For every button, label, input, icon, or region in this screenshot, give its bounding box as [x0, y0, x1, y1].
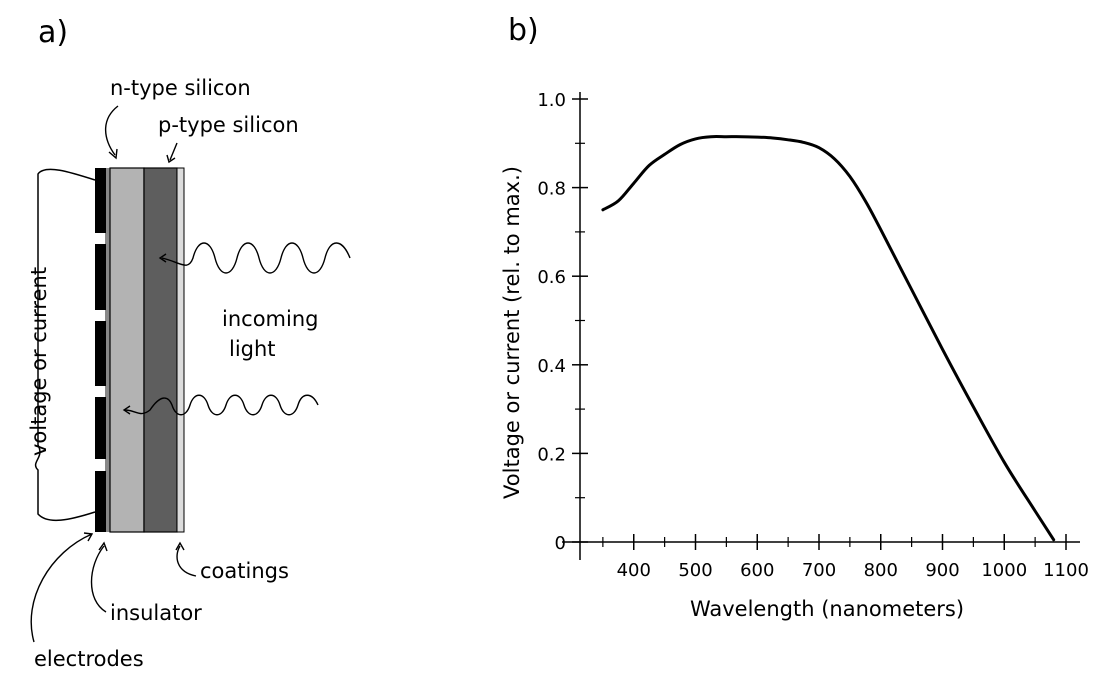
y-tick-label: 0.4 — [537, 356, 566, 377]
x-tick-label: 800 — [864, 560, 898, 581]
voltage-or-current-label: voltage or current — [27, 267, 51, 456]
x-tick-label: 1100 — [1043, 560, 1089, 581]
y-axis-title: Voltage or current (rel. to max.) — [500, 166, 524, 499]
panel-a: a) voltage or current incoming light n-t… — [27, 15, 351, 671]
electrodes-group — [95, 168, 106, 532]
p-type-silicon-label: p-type silicon — [158, 113, 299, 137]
n-type-silicon-layer — [109, 167, 145, 533]
x-tick-label: 900 — [925, 560, 959, 581]
x-axis-title: Wavelength (nanometers) — [690, 597, 964, 621]
arrow-head-icon — [108, 148, 118, 160]
panel-b: b) 0 0.2 0.4 0.6 0.8 1.0 400 500 600 700 800 900 100… — [500, 13, 1089, 621]
coatings-label: coatings — [200, 559, 289, 583]
circuit-wire — [34, 168, 96, 522]
incoming-light-label-line1: incoming — [222, 307, 318, 331]
panel-a-label: a) — [38, 15, 68, 50]
n-type-silicon-label: n-type silicon — [110, 76, 251, 100]
y-tick-label: 0.2 — [537, 444, 566, 465]
coating-layer — [176, 167, 185, 533]
pointer-arrow — [90, 545, 107, 613]
arrow-head-icon — [122, 405, 131, 415]
pointer-arrow — [104, 105, 119, 156]
electrodes-label: electrodes — [34, 647, 144, 671]
electrode — [95, 471, 106, 532]
light-wave-upper — [161, 242, 351, 274]
x-tick-label: 600 — [740, 560, 774, 581]
electrode — [95, 168, 106, 233]
x-tick-label: 400 — [617, 560, 651, 581]
pointer-arrow — [169, 142, 178, 161]
panel-b-label: b) — [508, 13, 539, 48]
electrode — [95, 397, 106, 459]
y-tick-label: 0 — [555, 533, 566, 554]
arrow-head-icon — [98, 541, 108, 552]
arrow-head-icon — [83, 532, 94, 542]
response-chart: 0 0.2 0.4 0.6 0.8 1.0 400 500 600 700 800 900 1000 11… — [500, 90, 1089, 621]
pointer-arrow — [30, 533, 93, 643]
y-tick-label: 0.8 — [537, 179, 566, 200]
light-wave-lower — [124, 394, 319, 416]
arrow-head-icon — [158, 253, 167, 263]
p-type-silicon-layer — [143, 167, 178, 533]
x-tick-label: 700 — [802, 560, 836, 581]
incoming-light-label-line2: light — [229, 337, 276, 361]
electrode — [95, 321, 106, 386]
insulator-label: insulator — [110, 601, 202, 625]
y-tick-label: 1.0 — [537, 90, 566, 111]
arrow-head-icon — [175, 541, 185, 551]
pointer-arrow — [176, 545, 197, 577]
arrow-head-icon — [166, 154, 176, 164]
y-tick-label: 0.6 — [537, 267, 566, 288]
electrode — [95, 244, 106, 310]
x-tick-label: 1000 — [981, 560, 1027, 581]
response-curve — [601, 135, 1056, 542]
x-tick-label: 500 — [678, 560, 712, 581]
insulator-layer — [105, 168, 111, 532]
